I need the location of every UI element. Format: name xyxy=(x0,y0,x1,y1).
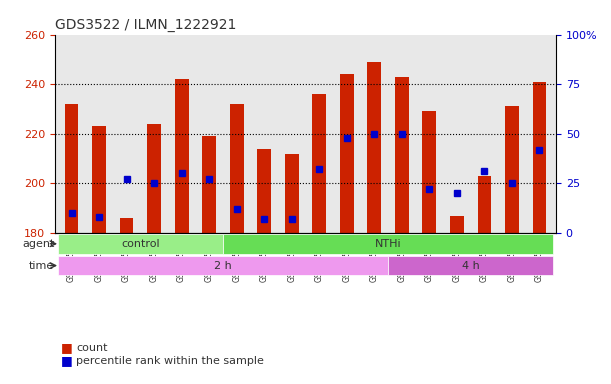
Text: ■: ■ xyxy=(61,354,73,367)
FancyBboxPatch shape xyxy=(223,234,553,253)
Bar xyxy=(175,79,189,233)
Bar xyxy=(533,82,546,233)
Bar xyxy=(505,106,519,233)
FancyBboxPatch shape xyxy=(58,234,223,253)
Bar xyxy=(450,215,464,233)
Bar xyxy=(257,149,271,233)
FancyBboxPatch shape xyxy=(58,256,388,275)
Text: 4 h: 4 h xyxy=(462,261,480,271)
Bar xyxy=(340,74,354,233)
FancyBboxPatch shape xyxy=(388,256,553,275)
Bar xyxy=(478,176,491,233)
Bar xyxy=(202,136,216,233)
Bar xyxy=(422,111,436,233)
Text: ■: ■ xyxy=(61,341,73,354)
Text: GDS3522 / ILMN_1222921: GDS3522 / ILMN_1222921 xyxy=(55,18,236,32)
Text: time: time xyxy=(29,261,54,271)
Bar xyxy=(312,94,326,233)
Text: count: count xyxy=(76,343,108,353)
Bar xyxy=(230,104,244,233)
Text: NTHi: NTHi xyxy=(375,239,401,249)
Bar xyxy=(120,218,133,233)
Text: percentile rank within the sample: percentile rank within the sample xyxy=(76,356,264,366)
Text: control: control xyxy=(121,239,159,249)
Text: agent: agent xyxy=(22,239,54,249)
Bar xyxy=(147,124,161,233)
Bar xyxy=(92,126,106,233)
Bar xyxy=(367,62,381,233)
Text: 2 h: 2 h xyxy=(214,261,232,271)
Bar xyxy=(395,77,409,233)
Bar xyxy=(285,154,299,233)
Bar xyxy=(65,104,78,233)
